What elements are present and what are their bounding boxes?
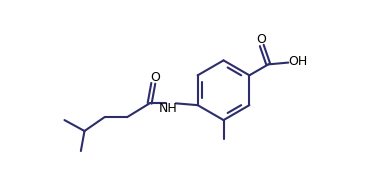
Text: OH: OH <box>288 55 308 68</box>
Text: O: O <box>256 33 266 46</box>
Text: NH: NH <box>159 102 177 115</box>
Text: O: O <box>150 71 160 84</box>
